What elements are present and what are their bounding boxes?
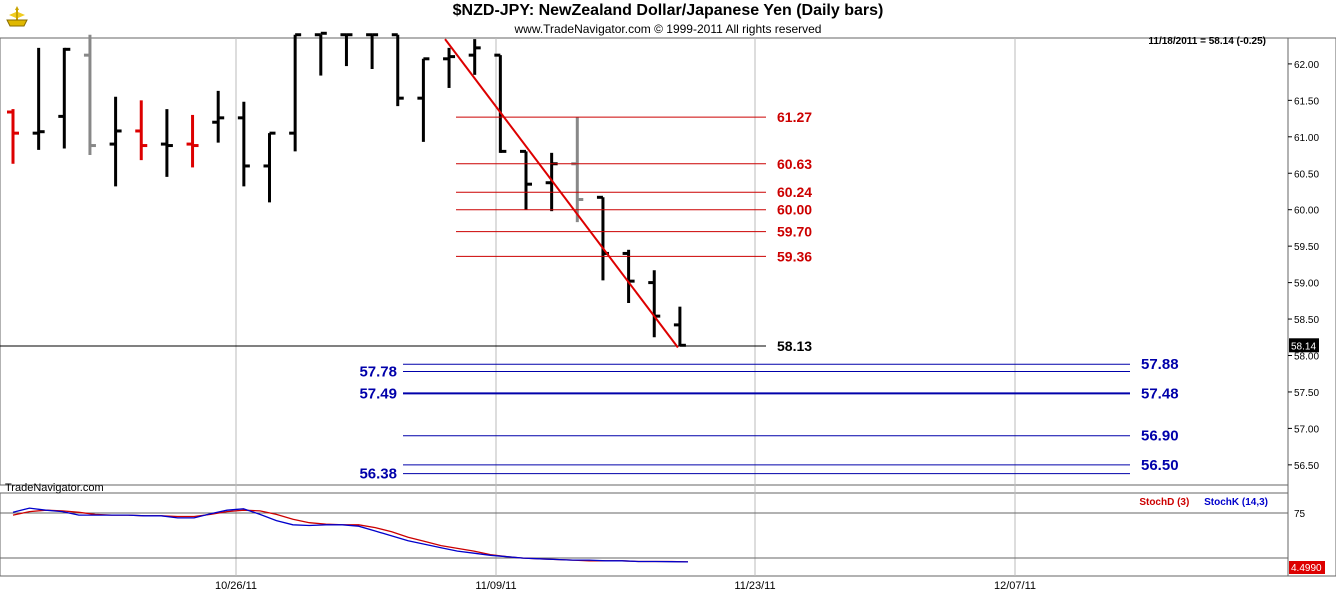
last-price-label: 58.14 [1291,341,1316,352]
fib-level-label: 61.27 [777,109,812,125]
x-tick-label: 12/07/11 [994,580,1036,592]
y-tick-label: 62.00 [1294,60,1319,71]
copyright-line: www.TradeNavigator.com © 1999-2011 All r… [0,22,1336,36]
fib-level-label: 60.00 [777,202,812,218]
y-tick-label: 57.00 [1294,424,1319,435]
target-label-left: 57.78 [359,364,397,381]
y-tick-label: 59.50 [1294,242,1319,253]
target-label-right: 56.90 [1141,428,1179,445]
fib-level-label: 59.70 [777,224,812,240]
target-label-left: 57.49 [359,385,397,402]
price-panel [0,38,1288,485]
legend-stoch-k: StochK (14,3) [1204,497,1268,508]
x-tick-label: 11/23/11 [734,580,775,592]
y-tick-label: 61.50 [1294,96,1319,107]
target-label-right: 56.50 [1141,457,1179,474]
x-tick-label: 11/09/11 [475,580,516,592]
osc-y-tick-label: 75 [1294,509,1306,520]
legend-stoch-d: StochD (3) [1139,497,1189,508]
fib-level-label: 59.36 [777,248,812,264]
current-level-label: 58.13 [777,338,812,354]
oscillator-legend: StochD (3) StochK (14,3) [1139,497,1268,508]
chart-title: $NZD-JPY: NewZealand Dollar/Japanese Yen… [0,2,1336,20]
target-label-left: 56.38 [359,466,397,483]
target-label-right: 57.48 [1141,385,1179,402]
fib-level-label: 60.24 [777,184,812,200]
price-readout: 11/18/2011 = 58.14 (-0.25) [1148,36,1266,47]
y-tick-label: 58.00 [1294,352,1319,363]
y-tick-label: 61.00 [1294,133,1319,144]
oscillator-panel [0,493,1288,576]
y-tick-label: 60.50 [1294,169,1319,180]
osc-last-label: 4.4990 [1291,563,1322,574]
fib-level-label: 60.63 [777,156,812,172]
price-axis-panel [1288,38,1336,576]
x-tick-label: 10/26/11 [215,580,257,592]
y-tick-label: 58.50 [1294,315,1319,326]
y-tick-label: 56.50 [1294,461,1319,472]
target-label-right: 57.88 [1141,356,1179,373]
y-tick-label: 59.00 [1294,279,1319,290]
y-tick-label: 57.50 [1294,388,1319,399]
brand-watermark: TradeNavigator.com [5,482,104,494]
y-tick-label: 60.00 [1294,206,1319,217]
